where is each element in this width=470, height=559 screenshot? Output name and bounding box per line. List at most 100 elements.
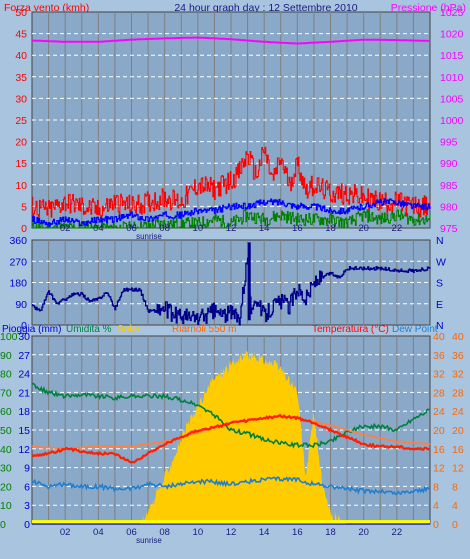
x-tick-top: 20 xyxy=(358,223,369,234)
dew-point-y-tick: 40 xyxy=(452,331,464,343)
dew-point-y-tick: 12 xyxy=(452,463,464,475)
x-tick-top: 02 xyxy=(60,223,71,234)
pressure-y-tick: 1010 xyxy=(440,72,464,84)
dew-point-y-tick: 4 xyxy=(452,500,458,512)
humidity-y-tick: 10 xyxy=(0,500,12,512)
humidity-y-tick: 40 xyxy=(0,444,12,456)
x-tick-top: 12 xyxy=(226,223,237,234)
direction-compass-tick: S xyxy=(436,278,443,290)
rain-y-tick: 18 xyxy=(18,406,30,418)
direction-y-tick: 270 xyxy=(9,256,27,268)
pressure-y-tick: 980 xyxy=(440,201,458,213)
dew-point-y-tick: 36 xyxy=(452,350,464,362)
humidity-y-tick: 60 xyxy=(0,406,12,418)
humidity-y-tick: 80 xyxy=(0,369,12,381)
humidity-y-tick: 90 xyxy=(0,350,12,362)
dew-point-y-tick: 28 xyxy=(452,387,464,399)
dew-point-y-tick: 16 xyxy=(452,444,464,456)
rain-y-tick: 24 xyxy=(18,369,30,381)
x-tick-top: 22 xyxy=(392,223,403,234)
rain-y-tick: 3 xyxy=(24,500,30,512)
humidity-y-tick: 30 xyxy=(0,463,12,475)
wind-y-tick: 15 xyxy=(15,158,27,170)
pressure-y-tick: 990 xyxy=(440,158,458,170)
solar-area xyxy=(32,350,430,524)
wind-direction-line xyxy=(32,257,431,326)
temperature-y-tick: 32 xyxy=(433,369,445,381)
direction-y-tick: 0 xyxy=(21,320,27,332)
x-tick-top: 04 xyxy=(93,223,104,234)
rain-y-tick: 0 xyxy=(24,519,30,531)
x-tick-bottom: 10 xyxy=(193,527,204,538)
rain-y-tick: 30 xyxy=(18,331,30,343)
x-tick-top: 10 xyxy=(193,223,204,234)
wind-y-tick: 5 xyxy=(21,201,27,213)
wind-y-tick: 50 xyxy=(15,7,27,19)
rain-y-tick: 27 xyxy=(18,350,30,362)
temperature-y-tick: 4 xyxy=(433,500,439,512)
temperature-y-tick: 12 xyxy=(433,463,445,475)
pressure-y-tick: 1015 xyxy=(440,50,464,62)
direction-compass-tick: N xyxy=(436,235,444,247)
x-tick-bottom: 06 xyxy=(126,527,137,538)
sunrise-label-bottom: sunrise xyxy=(136,536,162,545)
dew-point-y-tick: 32 xyxy=(452,369,464,381)
x-tick-top: 14 xyxy=(259,223,270,234)
x-tick-bottom: 18 xyxy=(325,527,336,538)
pressure-y-tick: 975 xyxy=(440,223,458,235)
wind-speed-title: Forza vento (kmh) xyxy=(4,2,89,14)
rain-y-tick: 15 xyxy=(18,425,30,437)
sunrise-label-top: sunrise xyxy=(136,232,162,241)
solar-label: Solar xyxy=(117,324,141,335)
x-tick-bottom: 12 xyxy=(226,527,237,538)
x-tick-bottom: 22 xyxy=(392,527,403,538)
pressure-y-tick: 995 xyxy=(440,137,458,149)
x-tick-bottom: 02 xyxy=(60,527,71,538)
humidity-y-tick: 20 xyxy=(0,481,12,493)
humidity-label: Umidita % xyxy=(66,324,112,335)
wind-gust-line xyxy=(32,146,431,220)
direction-y-tick: 90 xyxy=(15,299,27,311)
x-tick-top: 06 xyxy=(126,223,137,234)
wind-y-tick: 10 xyxy=(15,180,27,192)
x-tick-bottom: 14 xyxy=(259,527,270,538)
x-tick-bottom: 04 xyxy=(93,527,104,538)
rain-label: Pioggia (mm) xyxy=(2,324,61,335)
direction-compass-tick: E xyxy=(436,299,443,311)
direction-y-tick: 360 xyxy=(9,235,27,247)
x-tick-top: 08 xyxy=(159,223,170,234)
wind-y-tick: 45 xyxy=(15,29,27,41)
temperature-y-tick: 28 xyxy=(433,387,445,399)
rain-y-tick: 12 xyxy=(18,444,30,456)
temperature-y-tick: 40 xyxy=(433,331,445,343)
temperature-label: Temperatura (°C) xyxy=(312,324,389,335)
wind-y-tick: 40 xyxy=(15,50,27,62)
humidity-y-tick: 100 xyxy=(0,331,18,343)
chart-title: 24 hour graph day : 12 Settembre 2010 xyxy=(174,2,357,14)
dew-point-label: Dew Point xyxy=(392,324,438,335)
pressure-y-tick: 1000 xyxy=(440,115,464,127)
wind-y-tick: 30 xyxy=(15,93,27,105)
wind-y-tick: 25 xyxy=(15,115,27,127)
wind-y-tick: 35 xyxy=(15,72,27,84)
x-tick-bottom: 08 xyxy=(159,527,170,538)
pressure-y-tick: 1025 xyxy=(440,7,464,19)
x-tick-bottom: 16 xyxy=(292,527,303,538)
brightness-label: Riarnoli 550 m xyxy=(172,324,236,335)
dew-point-y-tick: 24 xyxy=(452,406,464,418)
temperature-y-tick: 36 xyxy=(433,350,445,362)
dew-point-y-tick: 8 xyxy=(452,481,458,493)
x-tick-top: 18 xyxy=(325,223,336,234)
humidity-y-tick: 50 xyxy=(0,425,12,437)
temperature-y-tick: 24 xyxy=(433,406,445,418)
pressure-y-tick: 985 xyxy=(440,180,458,192)
temperature-line xyxy=(31,413,430,464)
pressure-y-tick: 1005 xyxy=(440,93,464,105)
x-tick-bottom: 20 xyxy=(358,527,369,538)
rain-y-tick: 6 xyxy=(24,481,30,493)
humidity-y-tick: 0 xyxy=(0,519,6,531)
direction-compass-tick: N xyxy=(436,320,444,332)
temperature-y-tick: 20 xyxy=(433,425,445,437)
wind-y-tick: 20 xyxy=(15,137,27,149)
rain-y-tick: 21 xyxy=(18,387,30,399)
